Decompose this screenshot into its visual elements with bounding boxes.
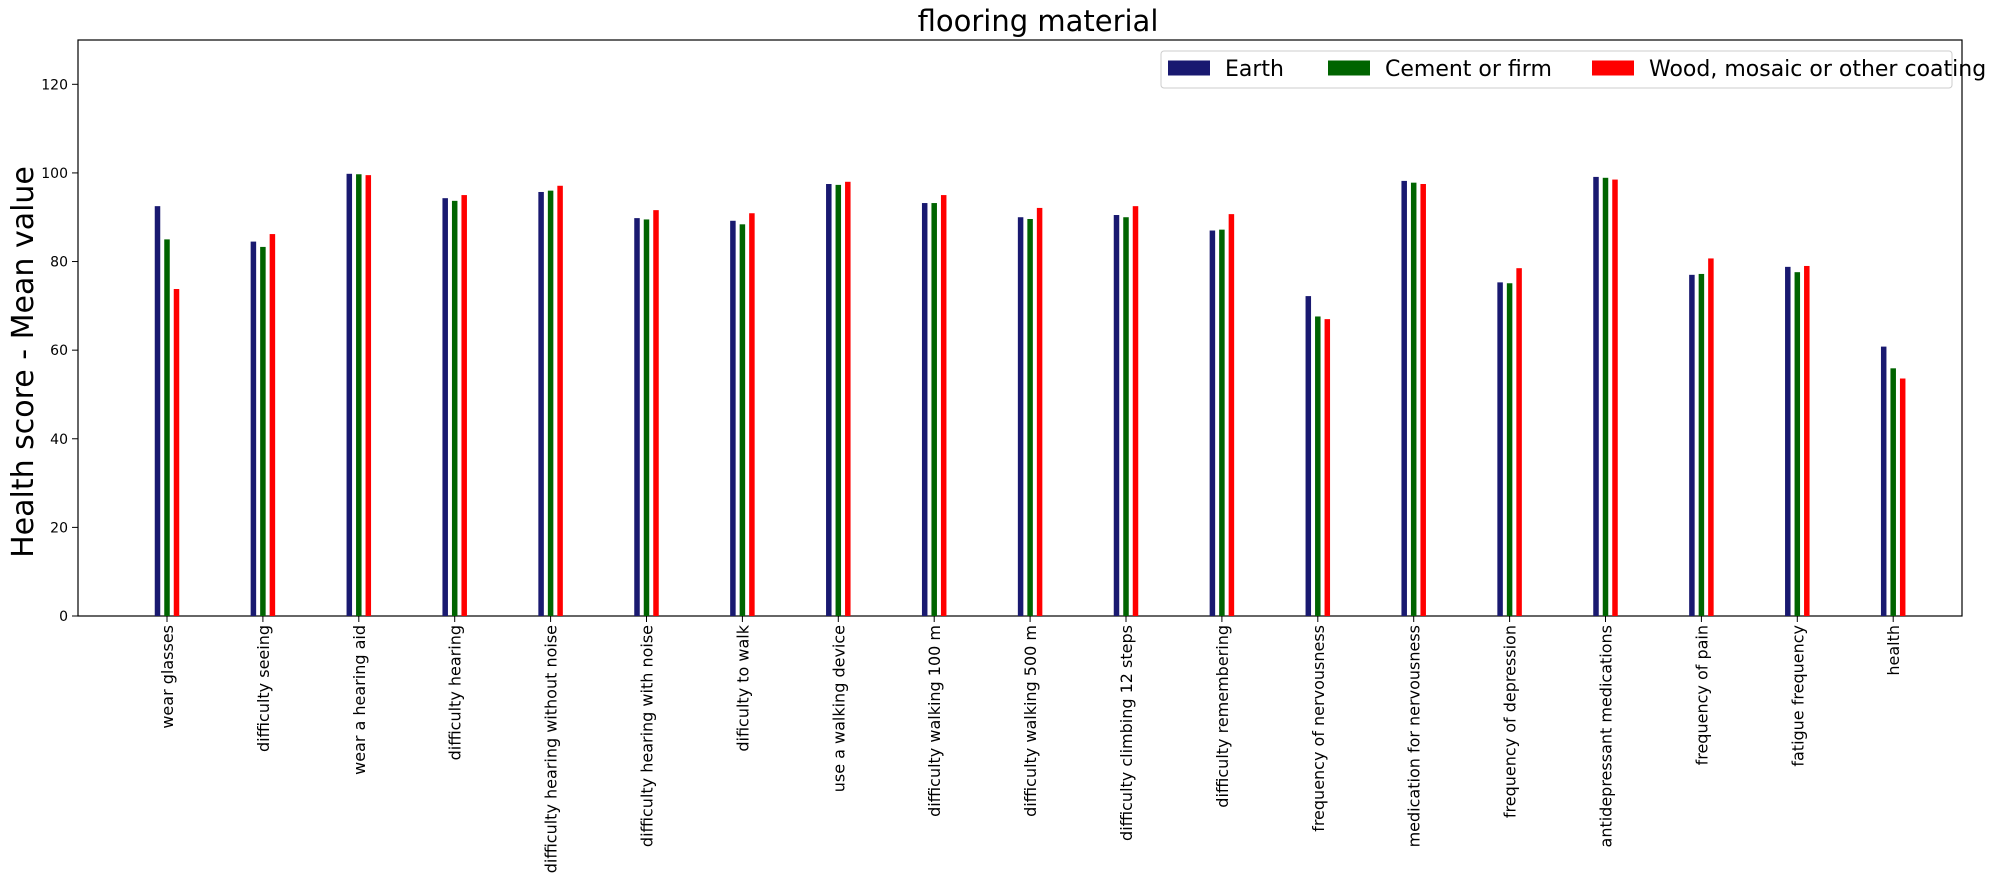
bar-cement-or-firm-15 [1602, 177, 1609, 616]
bar-cement-or-firm-11 [1219, 229, 1225, 617]
bar-cement-or-firm-14 [1506, 283, 1513, 616]
bar-cement-or-firm-17 [1794, 272, 1801, 616]
x-tick-label: difficulty walking 100 m [925, 625, 944, 817]
y-tick-label: 60 [50, 343, 68, 359]
bar-cement-or-firm-1 [260, 246, 266, 616]
bar-wood-mosaic-or-other-coating-5 [653, 210, 659, 616]
bar-earth-3 [442, 198, 448, 616]
bar-earth-6 [730, 220, 736, 616]
bar-wood-mosaic-or-other-coating-2 [365, 175, 372, 616]
plot-area: 0 20 40 60 80 100 120 wear glasses difficulty se… [41, 39, 1963, 873]
bar-wood-mosaic-or-other-coating-8 [940, 195, 947, 617]
bar-wood-mosaic-or-other-coating-17 [1804, 265, 1810, 616]
y-tick-label: 120 [41, 77, 68, 93]
bar-earth-17 [1785, 266, 1791, 616]
y-tick-label: 40 [50, 432, 68, 448]
x-tick-label: frequency of depression [1501, 625, 1520, 818]
legend: Earth Cement or firm Wood, mosaic or other… [1160, 50, 1986, 89]
y-tick-label: 0 [59, 609, 68, 625]
chart-title: flooring material [918, 4, 1159, 38]
x-tick-label: wear a hearing aid [350, 625, 369, 775]
bar-wood-mosaic-or-other-coating-6 [749, 213, 755, 616]
bar-earth-18 [1880, 346, 1887, 616]
bar-wood-mosaic-or-other-coating-12 [1324, 319, 1331, 616]
legend-swatch-0 [1168, 60, 1210, 76]
bar-cement-or-firm-9 [1027, 219, 1033, 616]
bar-earth-15 [1593, 176, 1599, 616]
bar-earth-8 [921, 203, 928, 616]
x-tick-label: dificulty to walk [733, 624, 752, 751]
y-tick-label: 80 [50, 255, 68, 271]
bar-wood-mosaic-or-other-coating-3 [461, 195, 467, 617]
x-tick-label: difficulty remembering [1213, 625, 1232, 808]
bar-earth-2 [346, 173, 353, 616]
bar-cement-or-firm-8 [931, 203, 937, 616]
y-tick-label: 20 [50, 520, 68, 536]
bar-wood-mosaic-or-other-coating-16 [1708, 258, 1714, 616]
x-tick-label: difficulty hearing [446, 625, 465, 760]
x-tick-label: difficulty seeing [254, 625, 273, 752]
x-tick-label: antidepressant medications [1597, 625, 1616, 847]
bar-cement-or-firm-5 [643, 219, 650, 616]
x-tick-label: difficulty walking 500 m [1021, 625, 1040, 817]
bar-wood-mosaic-or-other-coating-1 [269, 234, 276, 616]
x-tick-label: health [1884, 625, 1903, 676]
bar-earth-12 [1305, 296, 1312, 616]
bar-wood-mosaic-or-other-coating-7 [845, 181, 851, 617]
legend-label-0: Earth [1225, 57, 1284, 82]
x-tick-label: difficulty hearing with noise [638, 625, 657, 847]
bar-wood-mosaic-or-other-coating-15 [1612, 179, 1618, 617]
x-tick-label: difficulty climbing 12 steps [1117, 625, 1136, 841]
bar-earth-5 [634, 218, 640, 616]
bar-cement-or-firm-6 [739, 224, 746, 616]
y-axis-label: Health score - Mean value [6, 166, 41, 558]
bar-earth-11 [1209, 230, 1216, 616]
x-tick-label: medication for nervousness [1405, 625, 1424, 847]
bar-earth-16 [1689, 274, 1695, 616]
y-tick-label: 100 [41, 166, 68, 182]
x-tick-label: frequency of pain [1692, 625, 1711, 765]
bar-cement-or-firm-18 [1890, 368, 1896, 616]
x-tick-label: frequency of nervousness [1309, 625, 1328, 832]
legend-swatch-1 [1328, 60, 1370, 76]
x-tick-label: difficulty hearing without noise [542, 625, 561, 873]
x-tick-label: fatigue frequency [1788, 625, 1807, 767]
bar-cement-or-firm-13 [1410, 182, 1417, 616]
bar-earth-13 [1401, 180, 1407, 616]
bar-cement-or-firm-0 [164, 239, 170, 616]
legend-label-1: Cement or firm [1385, 57, 1552, 82]
bar-cement-or-firm-12 [1315, 316, 1321, 616]
bar-earth-14 [1497, 282, 1503, 616]
bar-wood-mosaic-or-other-coating-13 [1420, 184, 1426, 616]
bar-wood-mosaic-or-other-coating-11 [1228, 214, 1235, 617]
bar-earth-7 [826, 184, 832, 616]
bar-wood-mosaic-or-other-coating-0 [173, 289, 180, 616]
bar-cement-or-firm-3 [451, 200, 458, 617]
bar-earth-10 [1113, 215, 1120, 616]
bar-wood-mosaic-or-other-coating-14 [1516, 268, 1522, 616]
bar-earth-0 [154, 206, 161, 616]
bar-earth-4 [538, 191, 544, 616]
bar-cement-or-firm-10 [1123, 217, 1129, 616]
bar-wood-mosaic-or-other-coating-18 [1899, 378, 1906, 616]
bar-wood-mosaic-or-other-coating-9 [1036, 207, 1043, 616]
bar-cement-or-firm-4 [547, 190, 554, 616]
legend-label-2: Wood, mosaic or other coating [1649, 57, 1986, 82]
bar-cement-or-firm-2 [356, 174, 362, 616]
legend-swatch-2 [1592, 60, 1634, 76]
bar-earth-9 [1017, 217, 1024, 616]
legend-frame [1160, 50, 1953, 89]
bar-cement-or-firm-16 [1698, 273, 1705, 616]
bar-wood-mosaic-or-other-coating-10 [1132, 206, 1139, 616]
x-tick-label: use a walking device [829, 625, 848, 792]
bar-cement-or-firm-7 [835, 184, 842, 616]
bar-earth-1 [250, 241, 257, 616]
bar-wood-mosaic-or-other-coating-4 [557, 185, 563, 616]
x-tick-label: wear glasses [158, 625, 177, 729]
